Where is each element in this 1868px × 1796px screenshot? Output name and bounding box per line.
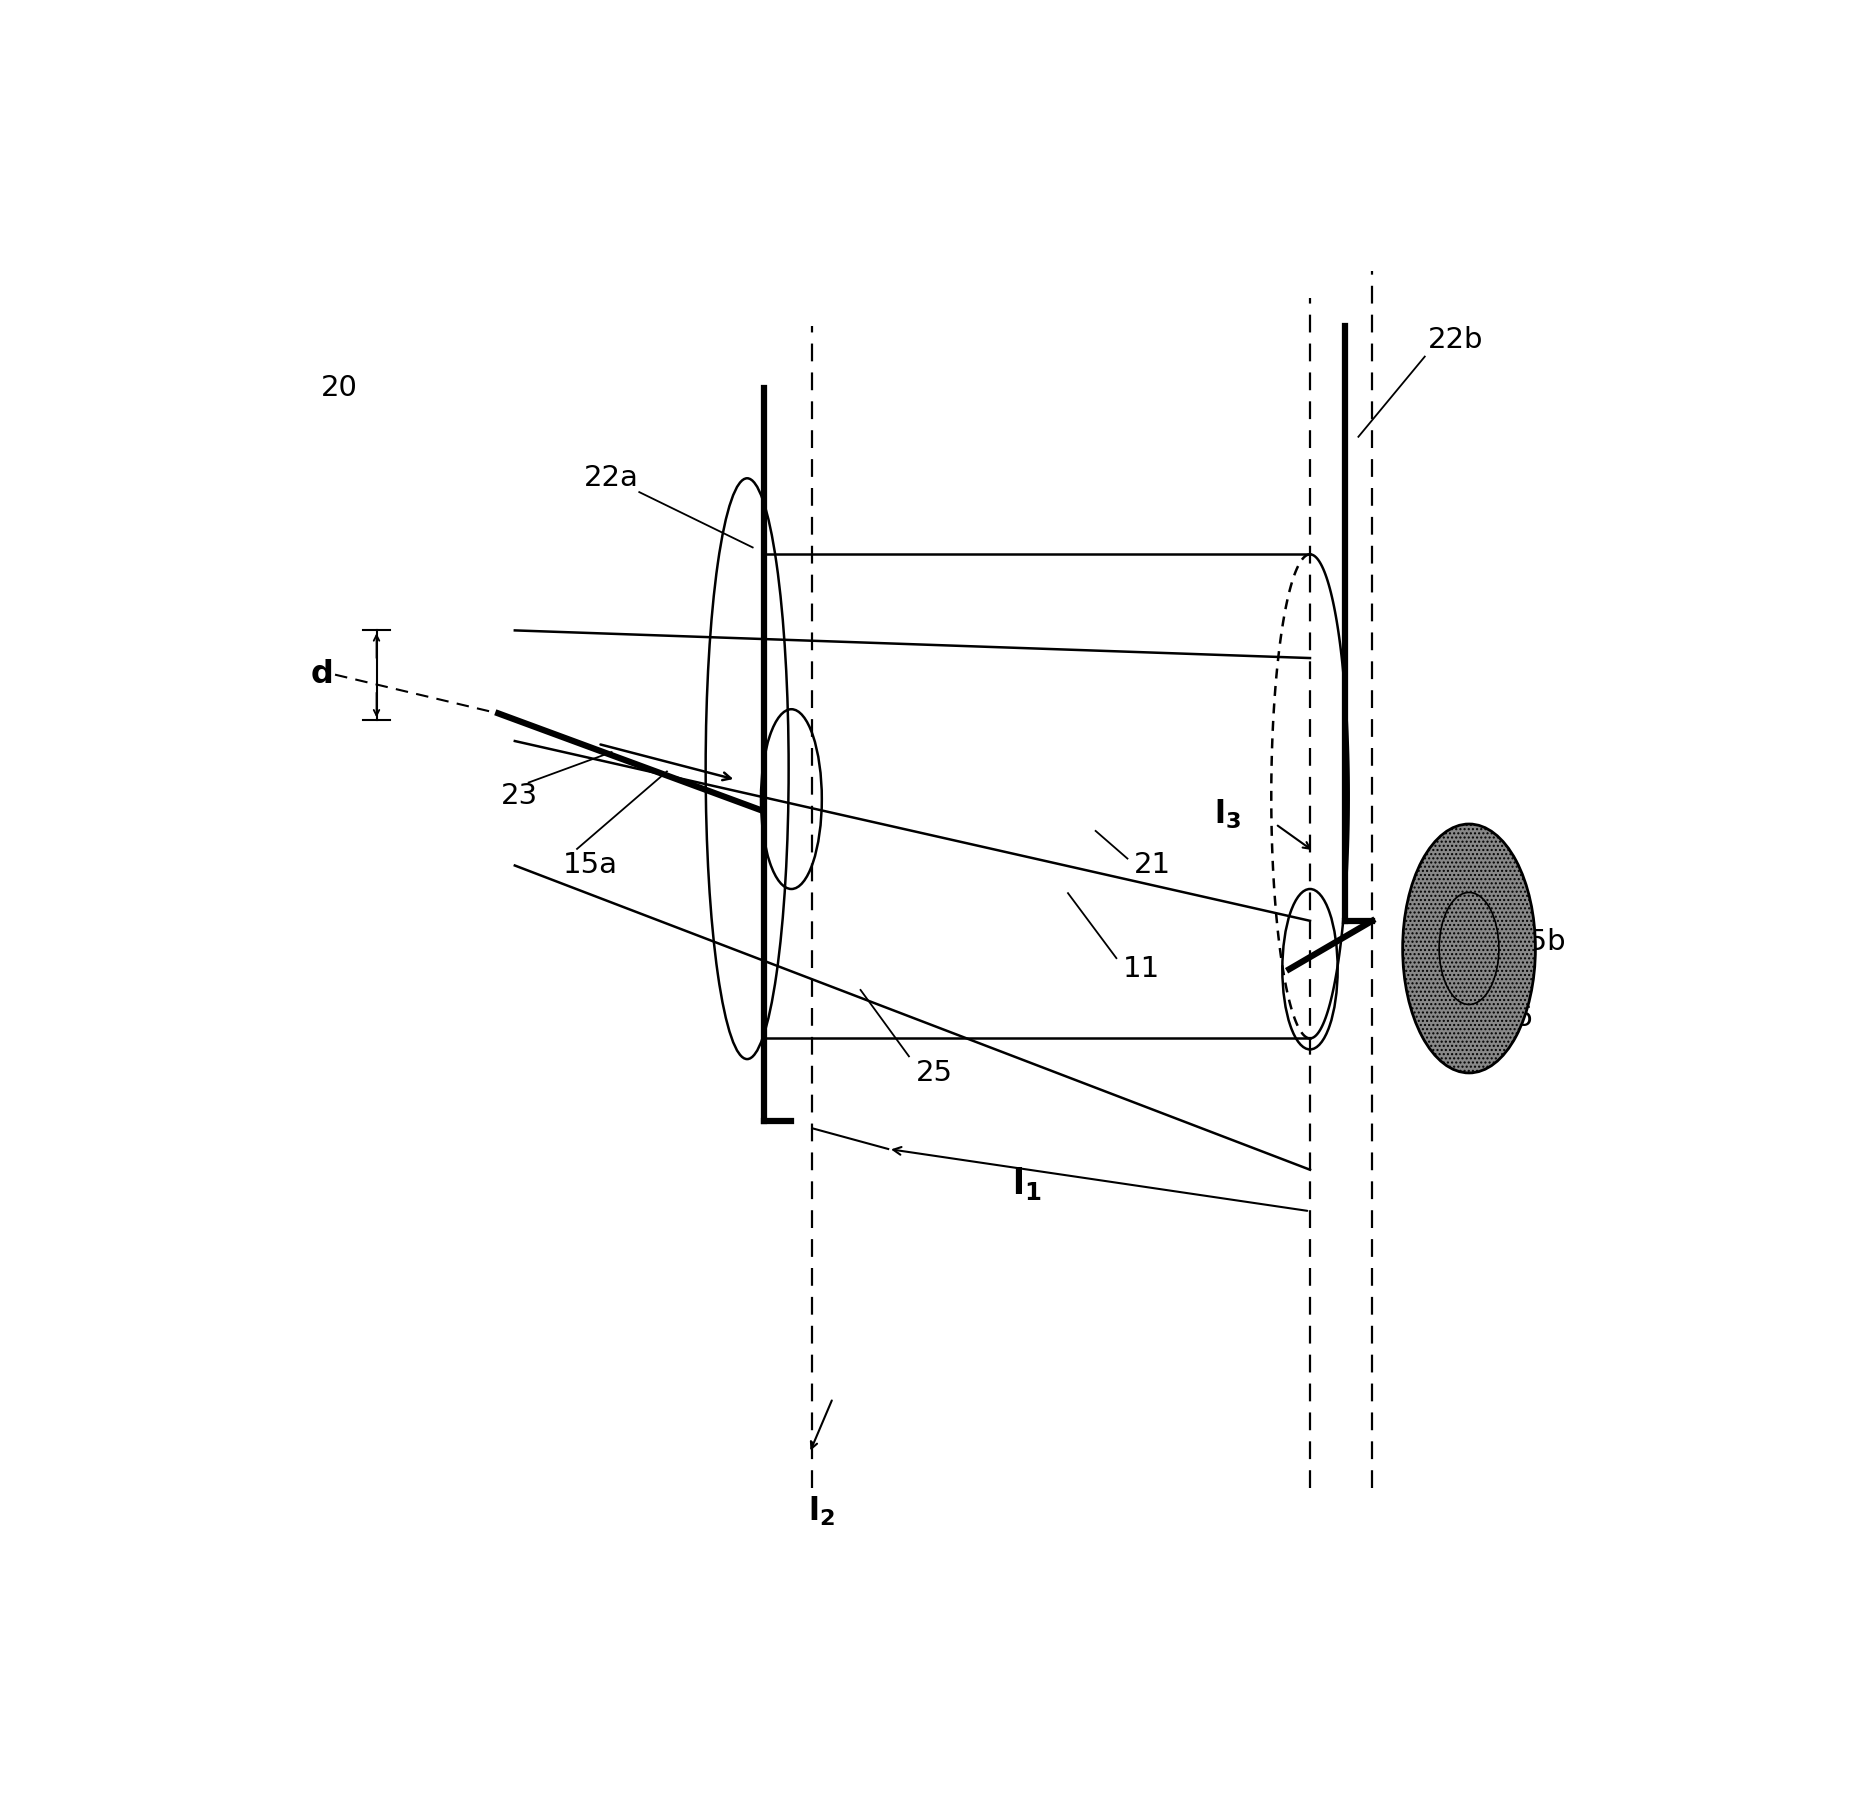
Text: 22b: 22b bbox=[1427, 327, 1483, 354]
Text: $\mathbf{l_3}$: $\mathbf{l_3}$ bbox=[1214, 797, 1240, 832]
Text: 25: 25 bbox=[915, 1060, 953, 1087]
Text: $\mathbf{l_1}$: $\mathbf{l_1}$ bbox=[1012, 1166, 1040, 1202]
Text: 20: 20 bbox=[321, 374, 359, 402]
Text: 23: 23 bbox=[501, 783, 538, 810]
Text: 26: 26 bbox=[1496, 1004, 1534, 1031]
Text: $\mathbf{d}$: $\mathbf{d}$ bbox=[310, 659, 333, 690]
Text: 21: 21 bbox=[1134, 851, 1171, 880]
Text: 22a: 22a bbox=[585, 465, 639, 492]
Text: 15a: 15a bbox=[564, 851, 618, 880]
Text: 11: 11 bbox=[1123, 955, 1160, 982]
Ellipse shape bbox=[1403, 824, 1535, 1072]
Text: 15b: 15b bbox=[1511, 927, 1565, 955]
Text: $\mathbf{l_2}$: $\mathbf{l_2}$ bbox=[809, 1494, 835, 1528]
